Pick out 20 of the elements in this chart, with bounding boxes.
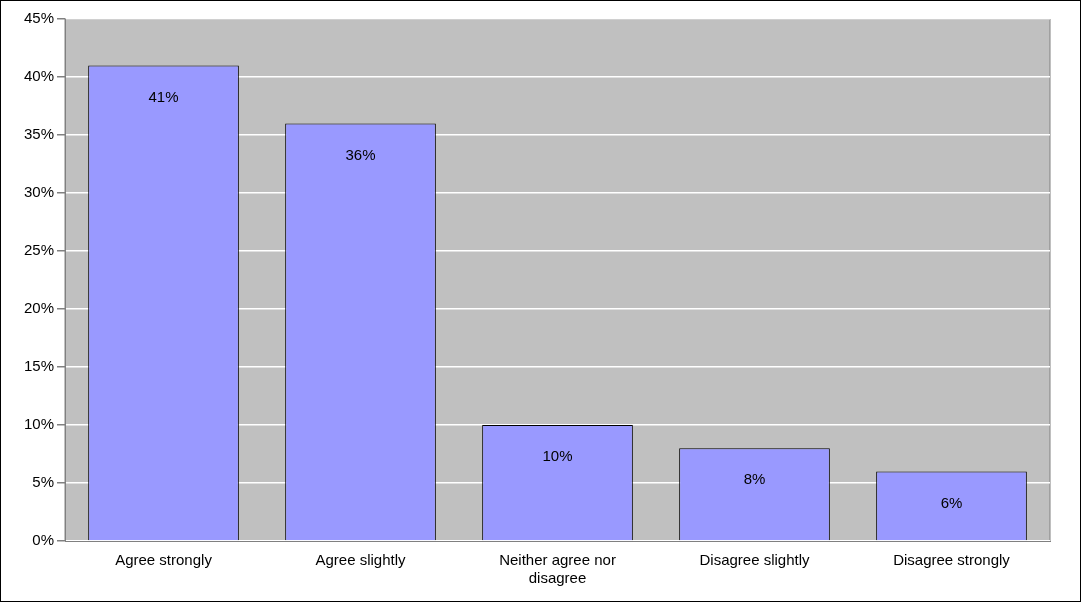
data-label: 10% xyxy=(542,447,573,465)
y-tick-label: 15% xyxy=(23,357,55,375)
y-tick-label: 0% xyxy=(32,531,55,549)
data-label: 6% xyxy=(940,493,963,511)
x-tick-label: Agree strongly xyxy=(115,551,213,569)
y-tick-label: 5% xyxy=(32,473,55,491)
y-tick-label: 40% xyxy=(23,67,55,85)
x-tick-label: Disagree slightly xyxy=(699,551,811,569)
y-tick-label: 20% xyxy=(23,299,55,317)
y-tick-label: 25% xyxy=(23,241,55,259)
data-label: 36% xyxy=(345,145,376,163)
y-tick-label: 45% xyxy=(23,9,55,27)
y-tick-label: 10% xyxy=(23,415,55,433)
data-label: 8% xyxy=(743,470,766,488)
x-tick-label: Neither agree nor disagree xyxy=(499,551,616,587)
x-tick-label: Disagree strongly xyxy=(893,551,1011,569)
y-tick-label: 30% xyxy=(23,183,55,201)
y-tick-label: 35% xyxy=(23,125,55,143)
x-tick-label: Agree slightly xyxy=(315,551,407,569)
data-label: 41% xyxy=(148,87,179,105)
